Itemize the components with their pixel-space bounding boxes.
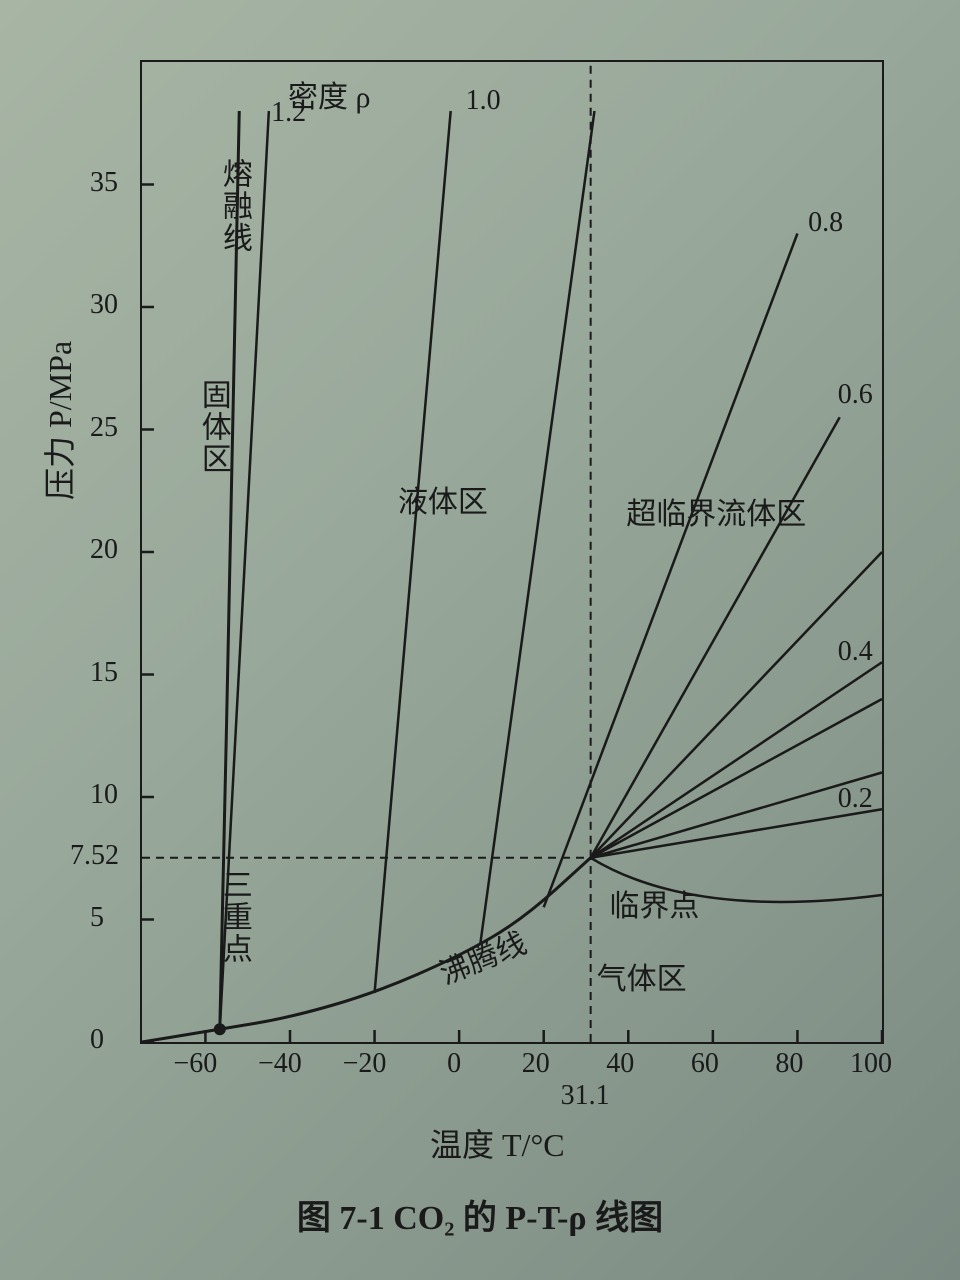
x-tick-80: 80 xyxy=(775,1048,803,1080)
y-tick-critical: 7.52 xyxy=(70,840,119,872)
solid-region-label: 固体区 xyxy=(191,379,235,475)
y-tick-25: 25 xyxy=(90,412,118,444)
rho-1.2: 1.2 xyxy=(271,97,306,129)
x-tick--40: −40 xyxy=(258,1048,302,1080)
x-tick-0: 0 xyxy=(447,1048,461,1080)
x-tick-100: 100 xyxy=(850,1048,892,1080)
y-tick-0: 0 xyxy=(90,1024,104,1056)
x-tick-60: 60 xyxy=(691,1048,719,1080)
x-tick--20: −20 xyxy=(343,1048,387,1080)
y-tick-20: 20 xyxy=(90,534,118,566)
y-axis-label: 压力 P/MPa xyxy=(35,341,81,500)
melting-line-label: 熔融线 xyxy=(212,158,256,254)
x-tick--60: −60 xyxy=(173,1048,217,1080)
liquid-region-label: 液体区 xyxy=(398,477,488,521)
figure-caption: 图 7-1 CO₂ 的 P-T-ρ 线图 xyxy=(0,1190,960,1239)
y-tick-10: 10 xyxy=(90,779,118,811)
rho-0.2: 0.2 xyxy=(838,783,873,815)
x-tick-critical: 31.1 xyxy=(561,1080,610,1112)
critical-point-label: 临界点 xyxy=(609,881,699,925)
y-tick-15: 15 xyxy=(90,657,118,689)
x-tick-40: 40 xyxy=(606,1048,634,1080)
rho-1.0: 1.0 xyxy=(466,85,501,117)
x-axis-label: 温度 T/°C xyxy=(430,1120,565,1166)
page-background: 压力 P/MPa 温度 T/°C −60−40−2002040608010031… xyxy=(0,0,960,1280)
gas-region-label: 气体区 xyxy=(597,954,687,998)
x-tick-20: 20 xyxy=(522,1048,550,1080)
y-tick-35: 35 xyxy=(90,167,118,199)
rho-0.6: 0.6 xyxy=(838,379,873,411)
rho-0.8: 0.8 xyxy=(808,207,843,239)
supercritical-region-label: 超临界流体区 xyxy=(626,489,806,533)
triple-point-label: 三重点 xyxy=(212,869,256,965)
y-tick-30: 30 xyxy=(90,289,118,321)
rho-0.4: 0.4 xyxy=(838,636,873,668)
y-tick-5: 5 xyxy=(90,902,104,934)
